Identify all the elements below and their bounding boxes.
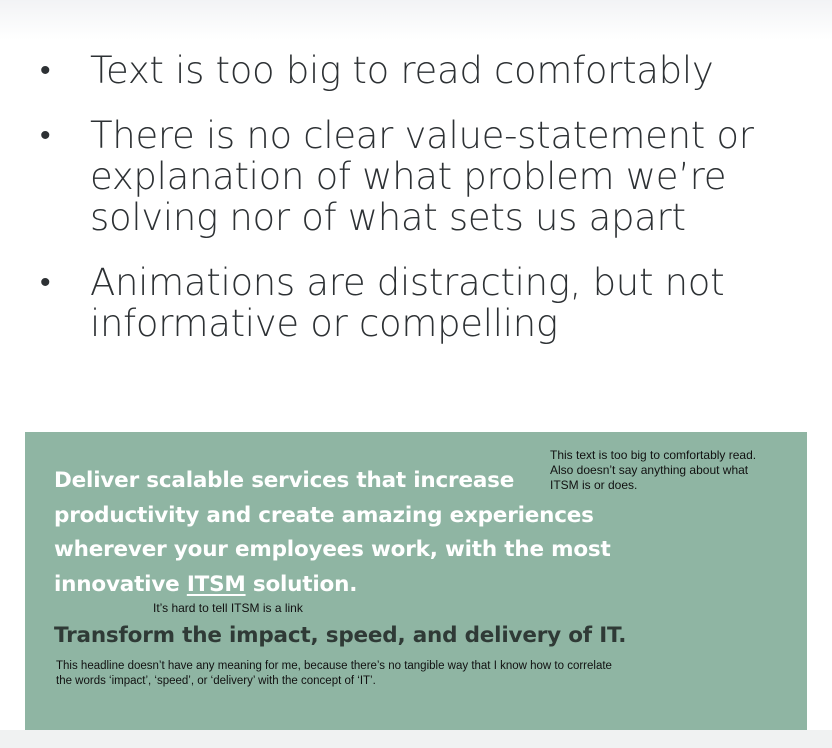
bullet-item: • Text is too big to read comfortably (40, 50, 820, 91)
bullet-text: Animations are distracting, but not info… (90, 261, 725, 345)
hero-text-end: solution. (245, 571, 358, 597)
bullet-item: • Animations are distracting, but not in… (40, 262, 820, 344)
itsm-link[interactable]: ITSM (186, 571, 246, 597)
website-hero-screenshot: Deliver scalable services that increase … (25, 432, 807, 730)
bullet-text: Text is too big to read comfortably (90, 49, 714, 92)
bullet-item: • There is no clear value-statement or e… (40, 115, 820, 238)
bottom-strip (0, 730, 832, 748)
bullet-dot: • (40, 265, 51, 300)
hero-text-start: Deliver scalable services that increase … (54, 468, 611, 597)
critique-bullet-list: • Text is too big to read comfortably • … (40, 50, 820, 364)
annotation-headline: This headline doesn’t have any meaning f… (56, 660, 612, 687)
bullet-dot: • (40, 118, 51, 153)
transform-heading: Transform the impact, speed, and deliver… (54, 623, 627, 648)
annotation-text-size: This text is too big to comfortably read… (550, 448, 757, 492)
bullet-dot: • (40, 53, 51, 88)
hero-headline: Deliver scalable services that increase … (54, 464, 654, 602)
annotation-link: It’s hard to tell ITSM is a link (153, 601, 303, 615)
bullet-text: There is no clear value-statement or exp… (90, 114, 754, 239)
top-shade (0, 0, 832, 40)
